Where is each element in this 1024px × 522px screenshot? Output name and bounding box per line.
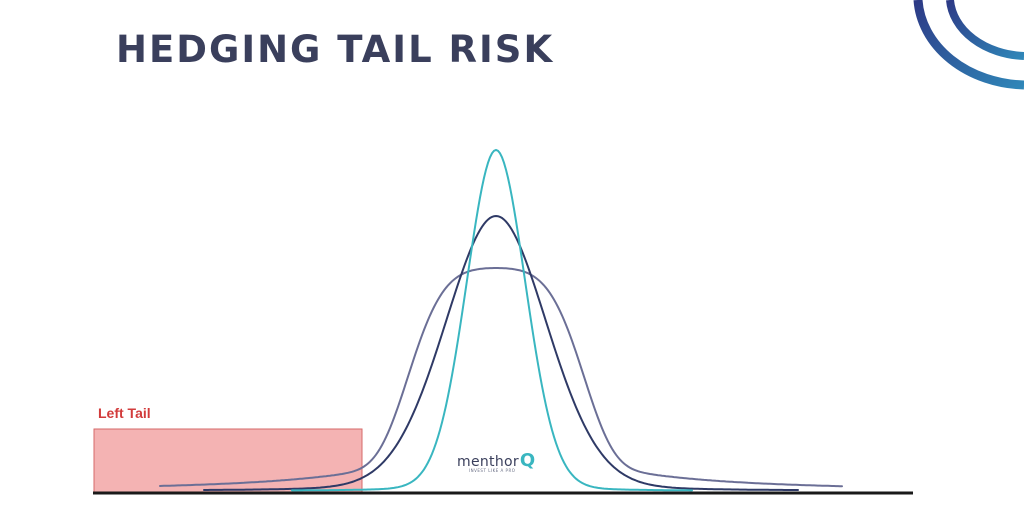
logo-q-icon: Q [519,450,536,471]
narrow-curve [291,148,693,492]
logo-wordmark: menthor [457,454,519,470]
left-tail-region [93,428,363,493]
wide-curve [159,267,843,488]
corner-arc-inner [946,0,1024,60]
corner-arc-outer [913,0,1024,90]
page-title: HEDGING TAIL RISK [116,28,555,71]
menthorq-logo: menthorQ INVEST LIKE A PRO [457,450,535,473]
logo-tagline: INVEST LIKE A PRO [469,468,516,473]
left-tail-label: Left Tail [98,405,151,421]
medium-curve [203,214,799,491]
